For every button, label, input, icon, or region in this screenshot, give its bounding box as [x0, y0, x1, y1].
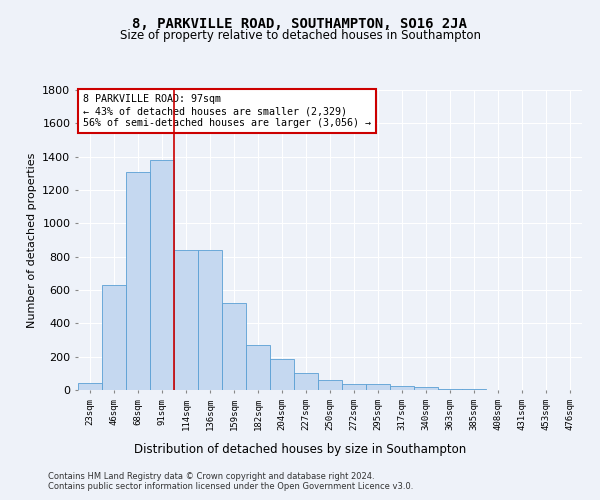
Bar	[390, 386, 414, 390]
Bar	[318, 380, 342, 390]
Bar	[438, 389, 462, 390]
Bar	[126, 172, 150, 390]
Bar	[102, 285, 126, 390]
Y-axis label: Number of detached properties: Number of detached properties	[26, 152, 37, 328]
Bar	[198, 250, 222, 390]
Text: 8, PARKVILLE ROAD, SOUTHAMPTON, SO16 2JA: 8, PARKVILLE ROAD, SOUTHAMPTON, SO16 2JA	[133, 18, 467, 32]
Bar	[342, 384, 366, 390]
Bar	[294, 374, 318, 390]
Bar	[78, 384, 102, 390]
Bar	[174, 250, 198, 390]
Bar	[366, 384, 390, 390]
Text: Distribution of detached houses by size in Southampton: Distribution of detached houses by size …	[134, 442, 466, 456]
Text: 8 PARKVILLE ROAD: 97sqm
← 43% of detached houses are smaller (2,329)
56% of semi: 8 PARKVILLE ROAD: 97sqm ← 43% of detache…	[83, 94, 371, 128]
Text: Contains HM Land Registry data © Crown copyright and database right 2024.: Contains HM Land Registry data © Crown c…	[48, 472, 374, 481]
Bar	[270, 359, 294, 390]
Text: Size of property relative to detached houses in Southampton: Size of property relative to detached ho…	[119, 29, 481, 42]
Text: Contains public sector information licensed under the Open Government Licence v3: Contains public sector information licen…	[48, 482, 413, 491]
Bar	[414, 386, 438, 390]
Bar	[462, 389, 486, 390]
Bar	[150, 160, 174, 390]
Bar	[222, 302, 246, 390]
Bar	[246, 345, 270, 390]
